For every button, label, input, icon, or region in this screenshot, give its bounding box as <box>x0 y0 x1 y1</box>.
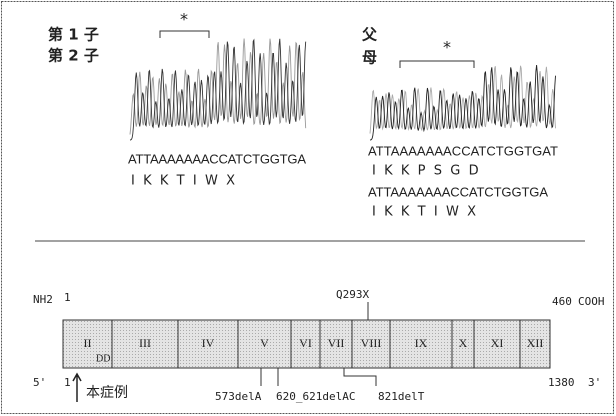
n-term: NH2 <box>33 293 53 306</box>
domain-label: IV <box>202 336 215 350</box>
sequence: ATTAAAAAAACCATCTGGTGA <box>128 151 306 166</box>
label: 第 1 子 <box>48 26 99 44</box>
trace <box>130 39 306 140</box>
mutation: 620_621delAC <box>276 390 355 403</box>
domain-label: III <box>139 336 151 350</box>
label: 父 <box>361 26 378 44</box>
case-label: 本症例 <box>86 385 128 401</box>
three: 3' <box>588 376 601 389</box>
mutation: 573delA <box>215 390 262 403</box>
dd: DD <box>96 353 110 364</box>
sequence: ATTAAAAAAACCATCTGGTGA <box>368 184 548 199</box>
bracket <box>160 31 209 38</box>
marker: * <box>180 10 188 29</box>
domain-label: VII <box>328 336 345 350</box>
domain-label: XI <box>491 336 504 350</box>
end: 460 <box>552 295 572 308</box>
pointer <box>344 368 376 386</box>
end: 1380 <box>548 376 575 389</box>
marker: * <box>443 38 451 57</box>
domain-label: IX <box>415 336 428 350</box>
sequence: ATTAAAAAAACCATCTGGTGAT <box>368 143 558 158</box>
domain-label: X <box>459 336 468 350</box>
five: 5' <box>33 376 46 389</box>
bracket <box>400 61 474 68</box>
figure: 第 1 子 第 2 子 * ATTAAAAAAACCATCTGGTGA I K … <box>0 0 616 416</box>
c-term: COOH <box>578 295 605 308</box>
start: 1 <box>64 376 71 389</box>
label: 母 <box>362 49 377 67</box>
label: 第 2 子 <box>48 47 99 65</box>
start: 1 <box>64 291 71 304</box>
amino-acids: I K K P S G D <box>372 164 479 179</box>
domain-label: XII <box>527 336 544 350</box>
amino-acids: I K K T I W X <box>131 174 235 189</box>
mutation: 821delT <box>378 390 425 403</box>
domain-label: VI <box>299 336 312 350</box>
domain-label: V <box>260 336 269 350</box>
arrow <box>73 374 81 402</box>
domain-label: VIII <box>361 336 382 350</box>
domain-label: II <box>84 336 92 350</box>
chromatograms <box>130 39 556 141</box>
mutation: Q293X <box>336 288 369 301</box>
amino-acids: I K K T I W X <box>372 205 476 220</box>
